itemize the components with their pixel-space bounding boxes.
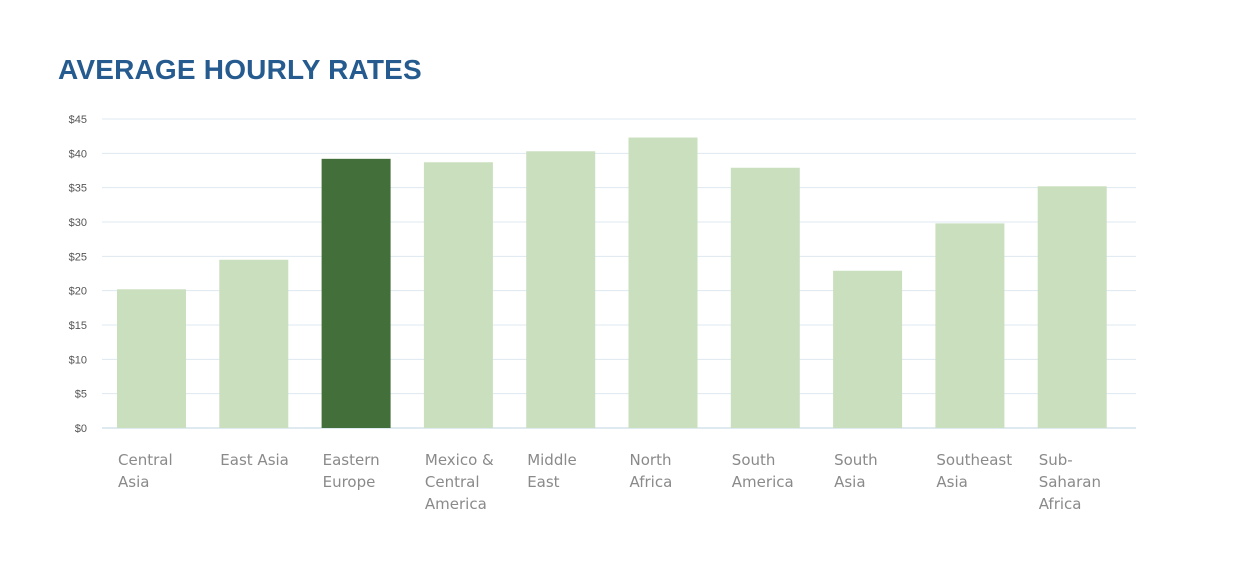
category-label: South America <box>732 451 794 491</box>
y-tick-label: $5 <box>75 389 87 401</box>
bar <box>730 167 800 428</box>
bar <box>833 270 903 428</box>
category-label: East Asia <box>220 451 289 469</box>
bar <box>628 137 698 429</box>
category-label: Middle East <box>527 451 577 491</box>
bar <box>219 259 289 428</box>
bar <box>935 223 1005 428</box>
y-tick-label: $0 <box>75 423 87 435</box>
y-tick-label: $40 <box>69 148 87 160</box>
y-tick-label: $10 <box>69 354 87 366</box>
category-label: South Asia <box>834 451 878 491</box>
bar <box>321 158 391 428</box>
category-label: Eastern Europe <box>323 451 380 491</box>
category-label: Southeast Asia <box>936 451 1012 491</box>
y-tick-label: $15 <box>69 320 87 332</box>
y-axis-tick-labels: $0 $5 $10 $15 $20 $25 $30 $35 $40 $45 <box>69 114 87 435</box>
bar <box>423 162 493 428</box>
bar <box>526 151 596 429</box>
bar <box>1037 186 1107 428</box>
category-label: Sub-Saharan Africa <box>1039 451 1101 513</box>
x-axis-category-labels: Central Asia East Asia Eastern Europe Mexico … <box>118 451 1101 513</box>
bar <box>117 289 186 428</box>
chart-title: AVERAGE HOURLY RATES <box>58 54 422 85</box>
y-tick-label: $20 <box>69 286 87 298</box>
y-tick-label: $25 <box>69 251 87 263</box>
category-label: North Africa <box>630 451 673 491</box>
y-tick-label: $35 <box>69 183 87 195</box>
y-tick-label: $30 <box>69 217 87 229</box>
bars <box>117 137 1107 429</box>
category-label: Central Asia <box>118 451 173 491</box>
y-tick-label: $45 <box>69 114 87 126</box>
category-label: Mexico & Central America <box>425 451 494 513</box>
